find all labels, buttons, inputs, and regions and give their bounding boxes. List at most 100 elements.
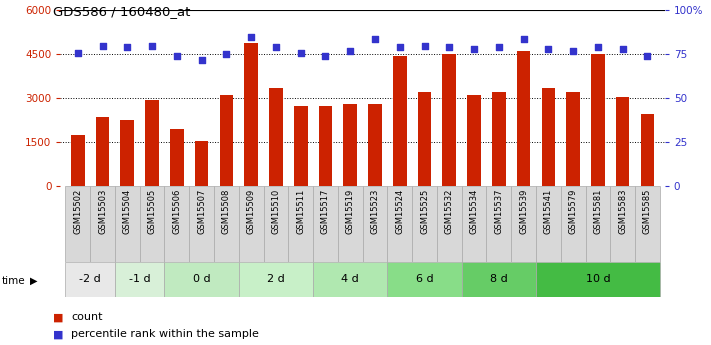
- Bar: [239, 262, 313, 297]
- Bar: [641, 115, 654, 186]
- Text: GSM15583: GSM15583: [618, 189, 627, 234]
- Bar: [461, 262, 536, 297]
- Point: [122, 45, 133, 50]
- Text: 2 d: 2 d: [267, 275, 285, 284]
- Bar: [635, 186, 660, 262]
- Text: -1 d: -1 d: [129, 275, 151, 284]
- Bar: [164, 262, 239, 297]
- Bar: [71, 135, 85, 186]
- Bar: [195, 141, 208, 186]
- Text: 6 d: 6 d: [416, 275, 433, 284]
- Bar: [610, 186, 635, 262]
- Bar: [120, 120, 134, 186]
- Text: GSM15509: GSM15509: [247, 189, 256, 234]
- Point: [345, 48, 356, 53]
- Text: GSM15502: GSM15502: [73, 189, 82, 234]
- Bar: [294, 106, 307, 186]
- Bar: [567, 92, 580, 186]
- Bar: [442, 54, 456, 186]
- Text: GSM15504: GSM15504: [123, 189, 132, 234]
- Text: GSM15511: GSM15511: [296, 189, 305, 234]
- Bar: [264, 186, 288, 262]
- Text: 8 d: 8 d: [490, 275, 508, 284]
- Text: GSM15507: GSM15507: [197, 189, 206, 234]
- Bar: [145, 100, 159, 186]
- Bar: [412, 186, 437, 262]
- Text: GDS586 / 160480_at: GDS586 / 160480_at: [53, 5, 191, 18]
- Text: GSM15532: GSM15532: [445, 189, 454, 234]
- Bar: [467, 95, 481, 186]
- Bar: [90, 186, 115, 262]
- Bar: [418, 92, 432, 186]
- Text: GSM15585: GSM15585: [643, 189, 652, 234]
- Bar: [96, 117, 109, 186]
- Point: [469, 46, 480, 52]
- Text: time: time: [1, 276, 25, 286]
- Point: [493, 45, 505, 50]
- Bar: [561, 186, 586, 262]
- Point: [444, 45, 455, 50]
- Text: GSM15539: GSM15539: [519, 189, 528, 234]
- Text: -2 d: -2 d: [80, 275, 101, 284]
- Bar: [164, 186, 189, 262]
- Bar: [220, 95, 233, 186]
- Bar: [288, 186, 313, 262]
- Bar: [393, 56, 407, 186]
- Point: [642, 53, 653, 59]
- Text: 4 d: 4 d: [341, 275, 359, 284]
- Bar: [616, 97, 629, 186]
- Bar: [313, 262, 387, 297]
- Text: GSM15541: GSM15541: [544, 189, 553, 234]
- Text: GSM15506: GSM15506: [172, 189, 181, 234]
- Bar: [542, 88, 555, 186]
- Point: [518, 36, 529, 41]
- Point: [171, 53, 183, 59]
- Bar: [517, 51, 530, 186]
- Bar: [511, 186, 536, 262]
- Text: GSM15523: GSM15523: [370, 189, 380, 234]
- Text: 10 d: 10 d: [586, 275, 610, 284]
- Point: [394, 45, 405, 50]
- Bar: [170, 129, 183, 186]
- Bar: [486, 186, 511, 262]
- Bar: [115, 262, 164, 297]
- Text: count: count: [71, 312, 102, 322]
- Bar: [536, 186, 561, 262]
- Text: GSM15524: GSM15524: [395, 189, 405, 234]
- Bar: [319, 106, 332, 186]
- Point: [592, 45, 604, 50]
- Bar: [387, 186, 412, 262]
- Text: GSM15579: GSM15579: [569, 189, 577, 234]
- Point: [72, 50, 83, 55]
- Point: [97, 43, 108, 48]
- Text: GSM15537: GSM15537: [494, 189, 503, 234]
- Text: ▶: ▶: [30, 276, 38, 286]
- Text: GSM15519: GSM15519: [346, 189, 355, 234]
- Point: [617, 46, 629, 52]
- Bar: [269, 88, 283, 186]
- Text: GSM15505: GSM15505: [148, 189, 156, 234]
- Bar: [245, 43, 258, 186]
- Point: [146, 43, 158, 48]
- Bar: [492, 92, 506, 186]
- Bar: [461, 186, 486, 262]
- Bar: [338, 186, 363, 262]
- Text: GSM15508: GSM15508: [222, 189, 231, 234]
- Point: [245, 34, 257, 40]
- Point: [419, 43, 430, 48]
- Point: [295, 50, 306, 55]
- Bar: [189, 186, 214, 262]
- Bar: [437, 186, 461, 262]
- Text: ■: ■: [53, 329, 64, 339]
- Bar: [313, 186, 338, 262]
- Text: GSM15525: GSM15525: [420, 189, 429, 234]
- Bar: [591, 54, 605, 186]
- Point: [567, 48, 579, 53]
- Bar: [139, 186, 164, 262]
- Text: GSM15510: GSM15510: [272, 189, 280, 234]
- Point: [369, 36, 380, 41]
- Bar: [387, 262, 461, 297]
- Bar: [65, 262, 115, 297]
- Text: GSM15517: GSM15517: [321, 189, 330, 234]
- Bar: [586, 186, 610, 262]
